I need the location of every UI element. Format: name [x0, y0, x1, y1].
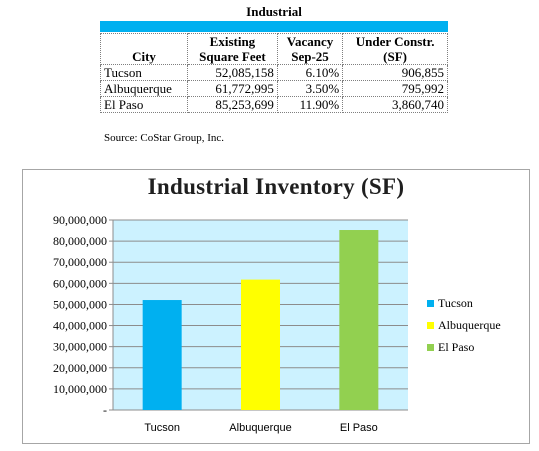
legend-item-tucson: Tucson: [427, 292, 501, 314]
table-header-row: City Existing Square Feet Vacancy Sep-25 U…: [100, 33, 448, 65]
bar-tucson: [142, 300, 182, 410]
cell-city: El Paso: [100, 96, 188, 113]
header-existing: Existing Square Feet: [187, 33, 278, 65]
y-tick-label: 10,000,000: [53, 382, 107, 396]
bar-el-paso: [339, 230, 379, 410]
y-tick-label: 30,000,000: [53, 340, 107, 354]
header-city: City: [100, 33, 188, 65]
cell-vacancy: 11.90%: [276, 96, 344, 113]
legend-label: Tucson: [438, 295, 473, 310]
table-title: Industrial: [246, 4, 302, 19]
legend-item-el-paso: El Paso: [427, 336, 501, 358]
source-note: Source: CoStar Group, Inc.: [104, 132, 225, 144]
x-tick-label: Albuquerque: [229, 422, 291, 434]
x-tick-label: Tucson: [144, 422, 180, 434]
table-header-bar: [100, 21, 448, 32]
cell-sqft: 85,253,699: [187, 96, 278, 113]
legend-item-albuquerque: Albuquerque: [427, 314, 501, 336]
legend-label: Albuquerque: [438, 317, 501, 332]
y-tick-label: 40,000,000: [53, 319, 107, 333]
legend-swatch-el-paso: [427, 343, 434, 351]
x-tick-label: El Paso: [340, 422, 378, 434]
y-tick-label: 50,000,000: [53, 297, 107, 311]
legend-swatch-albuquerque: [427, 321, 434, 329]
table-row: Tucson 52,085,158 6.10% 906,855: [100, 64, 448, 81]
legend-label: El Paso: [438, 339, 475, 354]
y-tick-label: 80,000,000: [53, 234, 107, 248]
industrial-table: City Existing Square Feet Vacancy Sep-25 U…: [100, 33, 448, 113]
y-tick-label: 20,000,000: [53, 361, 107, 375]
table-row: El Paso 85,253,699 11.90% 3,860,740: [100, 96, 448, 113]
cell-sqft: 61,772,995: [187, 80, 278, 97]
cell-city: Tucson: [100, 64, 188, 81]
header-under-construction: Under Constr. (SF): [342, 33, 448, 65]
y-tick-label: -: [103, 403, 107, 417]
y-tick-label: 60,000,000: [53, 276, 107, 290]
y-tick-label: 70,000,000: [53, 255, 107, 269]
cell-constr: 3,860,740: [342, 96, 448, 113]
bar-albuquerque: [241, 279, 280, 410]
chart-title: Industrial Inventory (SF): [147, 174, 405, 199]
y-tick-label: 90,000,000: [53, 213, 107, 227]
legend-swatch-tucson: [427, 299, 434, 307]
chart-legend: Tucson Albuquerque El Paso: [427, 292, 501, 358]
